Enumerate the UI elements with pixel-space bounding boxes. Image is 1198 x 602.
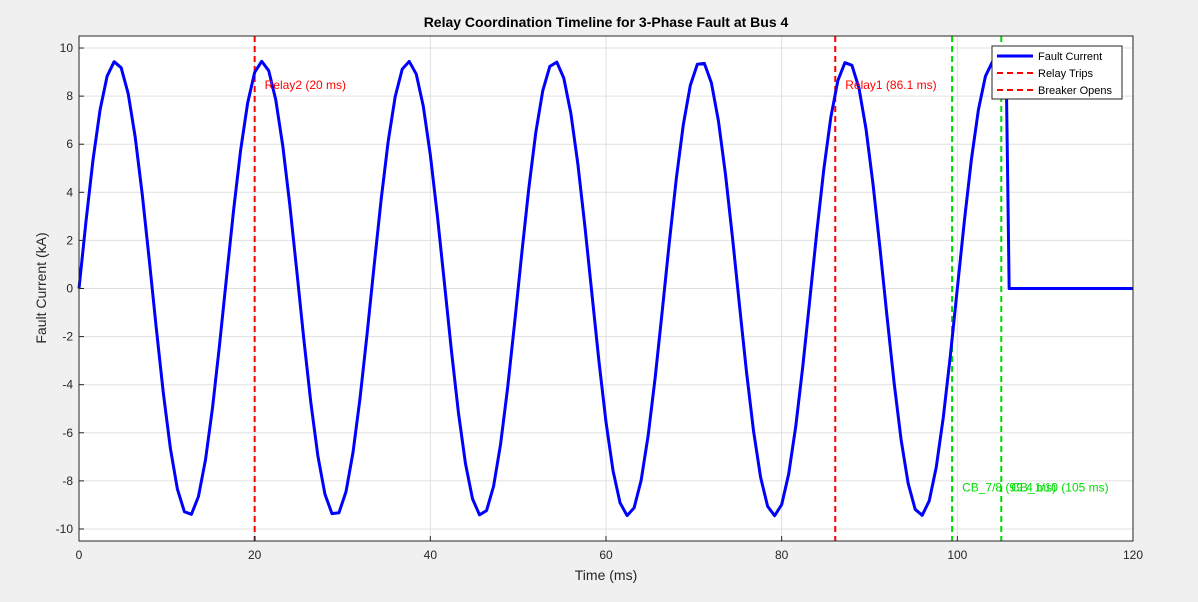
x-tick-label: 80 xyxy=(775,548,789,562)
y-tick-label: -6 xyxy=(62,426,73,440)
legend: Fault Current Relay Trips Breaker Opens xyxy=(991,45,1123,100)
y-tick-label: 4 xyxy=(66,185,73,199)
series-line-fault-current xyxy=(77,59,1133,518)
y-tick-label: 6 xyxy=(66,137,73,151)
breaker-open-label: CB_1/10 (105 ms) xyxy=(1011,481,1108,495)
x-tick-label: 40 xyxy=(424,548,438,562)
x-tick-label: 60 xyxy=(599,548,613,562)
y-tick-label: -8 xyxy=(62,474,73,488)
annotations: Relay2 (20 ms) Relay1 (86.1 ms) CB_7/8 (99… xyxy=(265,78,1109,495)
x-tick-label: 20 xyxy=(248,548,262,562)
y-tick-label: -10 xyxy=(56,522,74,536)
relay-trip-label: Relay2 (20 ms) xyxy=(265,78,346,92)
relay-trip-label: Relay1 (86.1 ms) xyxy=(845,78,936,92)
x-tick-label: 100 xyxy=(947,548,967,562)
y-tick-label: -4 xyxy=(62,378,73,392)
y-tick-label: 0 xyxy=(66,282,73,296)
legend-entry-fault-current: Fault Current xyxy=(1038,51,1102,63)
y-tick-label: 2 xyxy=(66,233,73,247)
ticks: 0 20 40 60 80 100 120 -10 -8 -6 -4 -2 0 2 4 6 8 10 xyxy=(56,41,1144,562)
x-tick-label: 120 xyxy=(1123,548,1143,562)
event-markers xyxy=(253,36,1003,541)
x-tick-label: 0 xyxy=(76,548,83,562)
x-axis-label: Time (ms) xyxy=(575,567,637,583)
chart-title: Relay Coordination Timeline for 3-Phase … xyxy=(424,14,789,30)
y-tick-label: 8 xyxy=(66,89,73,103)
y-axis-label: Fault Current (kA) xyxy=(33,232,49,343)
legend-entry-relay-trips: Relay Trips xyxy=(1038,68,1094,80)
breaker-open-label: CB_7/8 (99.4 ms) xyxy=(962,481,1056,495)
y-tick-label: -2 xyxy=(62,330,73,344)
series-layer xyxy=(77,59,1133,518)
y-tick-label: 10 xyxy=(60,41,74,55)
legend-entry-breaker-opens: Breaker Opens xyxy=(1038,85,1112,97)
